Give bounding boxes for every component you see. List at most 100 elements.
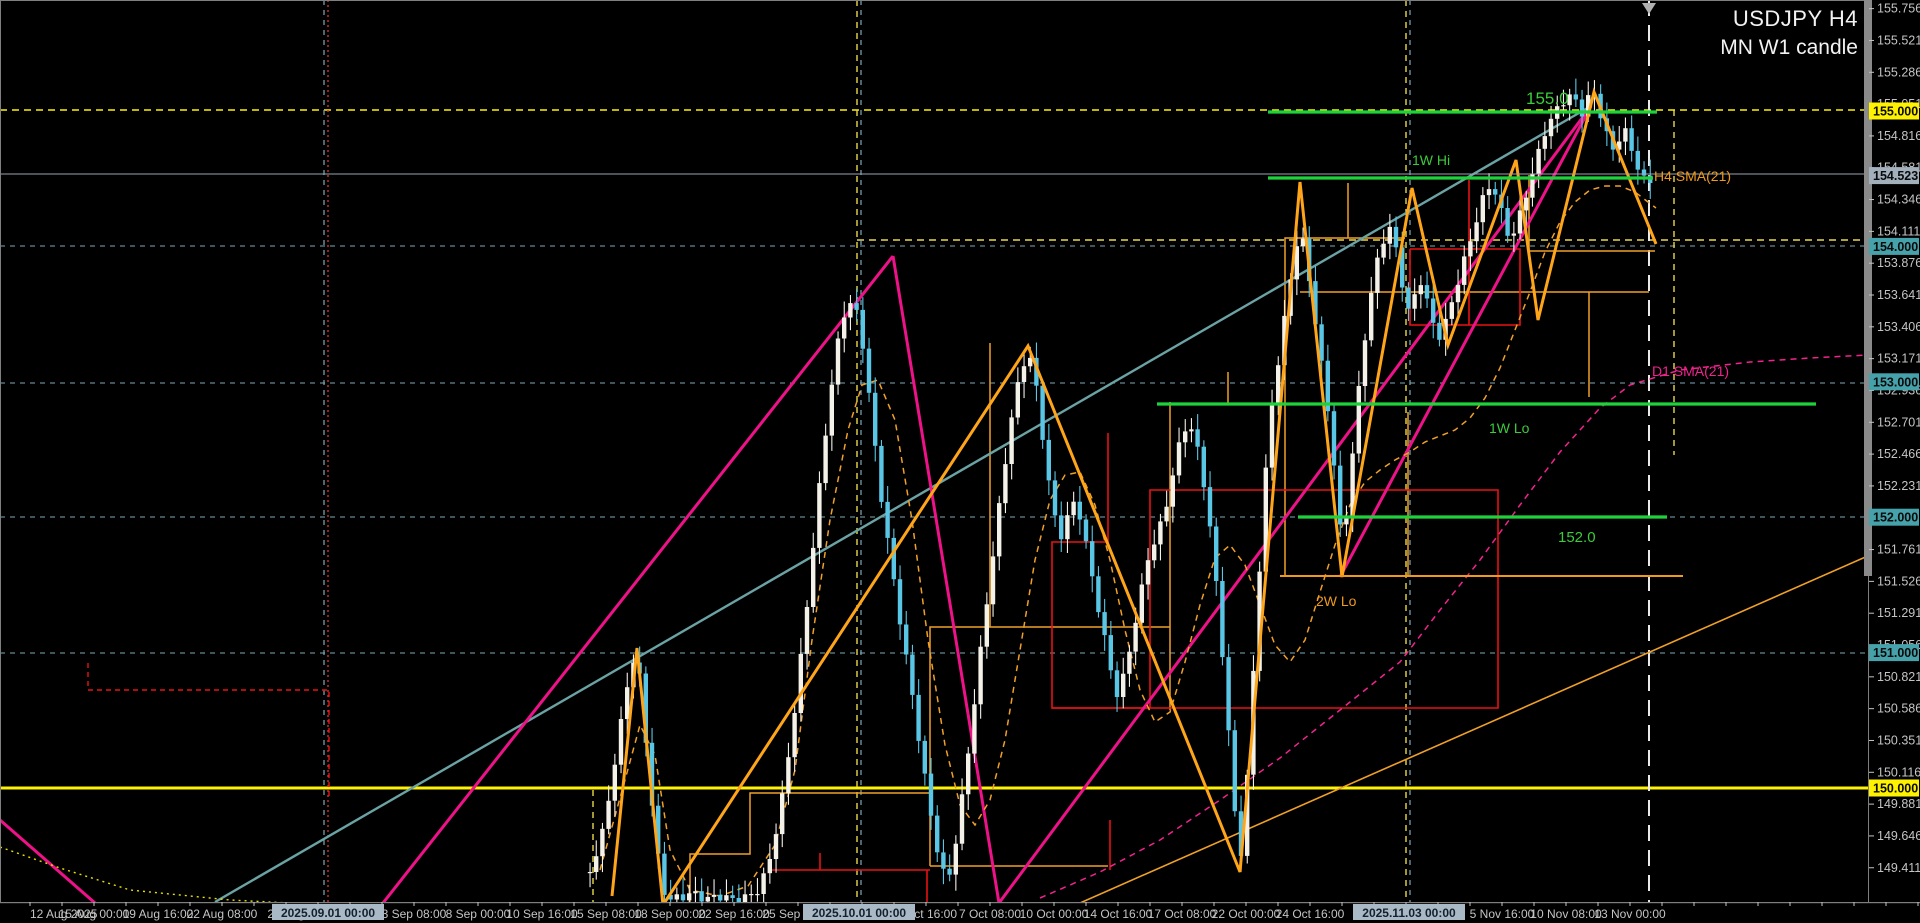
price-tick — [1869, 199, 1874, 201]
magenta-drop-1 — [891, 255, 1001, 902]
time-tick — [1917, 902, 1919, 906]
candle-up — [1245, 774, 1250, 856]
time-tick — [1245, 902, 1247, 906]
time-tick — [541, 902, 543, 906]
candle-up — [1486, 189, 1492, 196]
candle-up — [1536, 148, 1541, 174]
price-level-highlight-teal-box — [1869, 508, 1919, 526]
candle-down — [885, 501, 890, 538]
time-tick — [765, 902, 767, 906]
time-tick — [189, 902, 191, 906]
time-tick — [1117, 902, 1119, 906]
price-tick — [1869, 230, 1874, 232]
candle-down — [866, 348, 872, 393]
candle-down — [1083, 519, 1089, 542]
candle-up — [1530, 173, 1535, 198]
time-axis-label: 8 Sep 00:00 — [446, 907, 511, 921]
price-axis-label: 150.821 — [1877, 670, 1920, 684]
candle-up — [687, 893, 692, 901]
time-axis-label: 5 Nov 16:00 — [1470, 907, 1535, 921]
candle-up — [1362, 340, 1368, 386]
right-scrollbar[interactable] — [1864, 0, 1872, 576]
price-tick — [1869, 803, 1874, 805]
candle-up — [625, 687, 630, 719]
candle-down — [1114, 670, 1120, 697]
candle-up — [693, 891, 698, 894]
candle-down — [904, 624, 909, 655]
time-axis-label: 22 Aug 08:00 — [187, 907, 258, 921]
candle-up — [1028, 357, 1033, 367]
time-tick — [1629, 902, 1631, 906]
time-tick — [957, 902, 959, 906]
candle-down — [1331, 411, 1337, 466]
price-axis-label: 154.346 — [1877, 193, 1920, 207]
candle-up — [978, 646, 983, 705]
candle-up — [1145, 560, 1151, 585]
candle-up — [1133, 622, 1138, 652]
price-tick — [1869, 708, 1874, 710]
candle-down — [897, 579, 903, 625]
time-tick — [797, 902, 799, 906]
time-axis-label: 18 Sep 00:00 — [634, 907, 706, 921]
price-level-highlight-teal-box — [1869, 237, 1919, 255]
last-bar-triangle-marker — [1642, 3, 1656, 14]
candle-up — [990, 556, 996, 605]
candle-up — [606, 800, 611, 829]
candle-down — [1641, 169, 1647, 176]
gold-structure-line — [1284, 237, 1405, 577]
price-axis-label: 151.291 — [1877, 606, 1920, 620]
time-tick — [1021, 902, 1023, 906]
candle-wick — [589, 862, 591, 888]
symbol-timeframe-title: USDJPY H4 — [1732, 6, 1858, 31]
candle-up — [612, 764, 617, 801]
candle-up — [749, 894, 754, 896]
time-tick — [29, 902, 31, 906]
candle-down — [1090, 541, 1095, 577]
price-axis-label: 152.466 — [1877, 447, 1920, 461]
time-tick — [669, 902, 671, 906]
candle-up — [1524, 197, 1529, 211]
time-tick — [1789, 902, 1791, 906]
price-axis-label: 155.521 — [1877, 33, 1920, 47]
time-tick — [253, 902, 255, 906]
candle-down — [656, 805, 661, 854]
candle-down — [1040, 385, 1045, 440]
time-axis-label: 10 Oct 00:00 — [1020, 907, 1089, 921]
price-level-highlight-teal-text: 153.000 — [1873, 375, 1918, 389]
candle-up — [1375, 257, 1380, 293]
price-axis-label: 153.171 — [1877, 352, 1920, 366]
price-tick — [1869, 867, 1874, 869]
candle-up — [1257, 571, 1262, 671]
price-axis-label: 149.881 — [1877, 797, 1920, 811]
red-dashed-structure-line — [87, 663, 330, 798]
price-axis[interactable]: 155.756155.521155.286155.051154.816154.5… — [1869, 2, 1920, 875]
candles — [587, 78, 1653, 902]
candle-down — [718, 894, 723, 901]
candle-down — [1325, 360, 1330, 412]
price-axis-label: 155.756 — [1877, 2, 1920, 16]
time-tick — [445, 902, 447, 906]
candle-down — [1059, 515, 1064, 540]
price-axis-label: 150.116 — [1877, 765, 1920, 779]
candle-up — [1139, 584, 1144, 623]
price-tick — [1869, 358, 1874, 360]
time-tick — [1693, 902, 1695, 906]
candle-up — [1449, 302, 1454, 319]
candle-wick — [750, 884, 752, 902]
candle-up — [1586, 95, 1591, 117]
time-tick — [1565, 902, 1567, 906]
candle-down — [1034, 357, 1039, 386]
lbl-155: 155.0 — [1526, 89, 1569, 108]
candle-down — [891, 537, 896, 580]
time-tick — [1085, 902, 1087, 906]
price-tick — [1869, 453, 1874, 455]
candle-up — [1561, 105, 1566, 107]
candle-down — [1195, 429, 1200, 447]
candle-up — [842, 317, 847, 339]
time-tick — [1533, 902, 1535, 906]
candle-wick — [1575, 78, 1577, 107]
